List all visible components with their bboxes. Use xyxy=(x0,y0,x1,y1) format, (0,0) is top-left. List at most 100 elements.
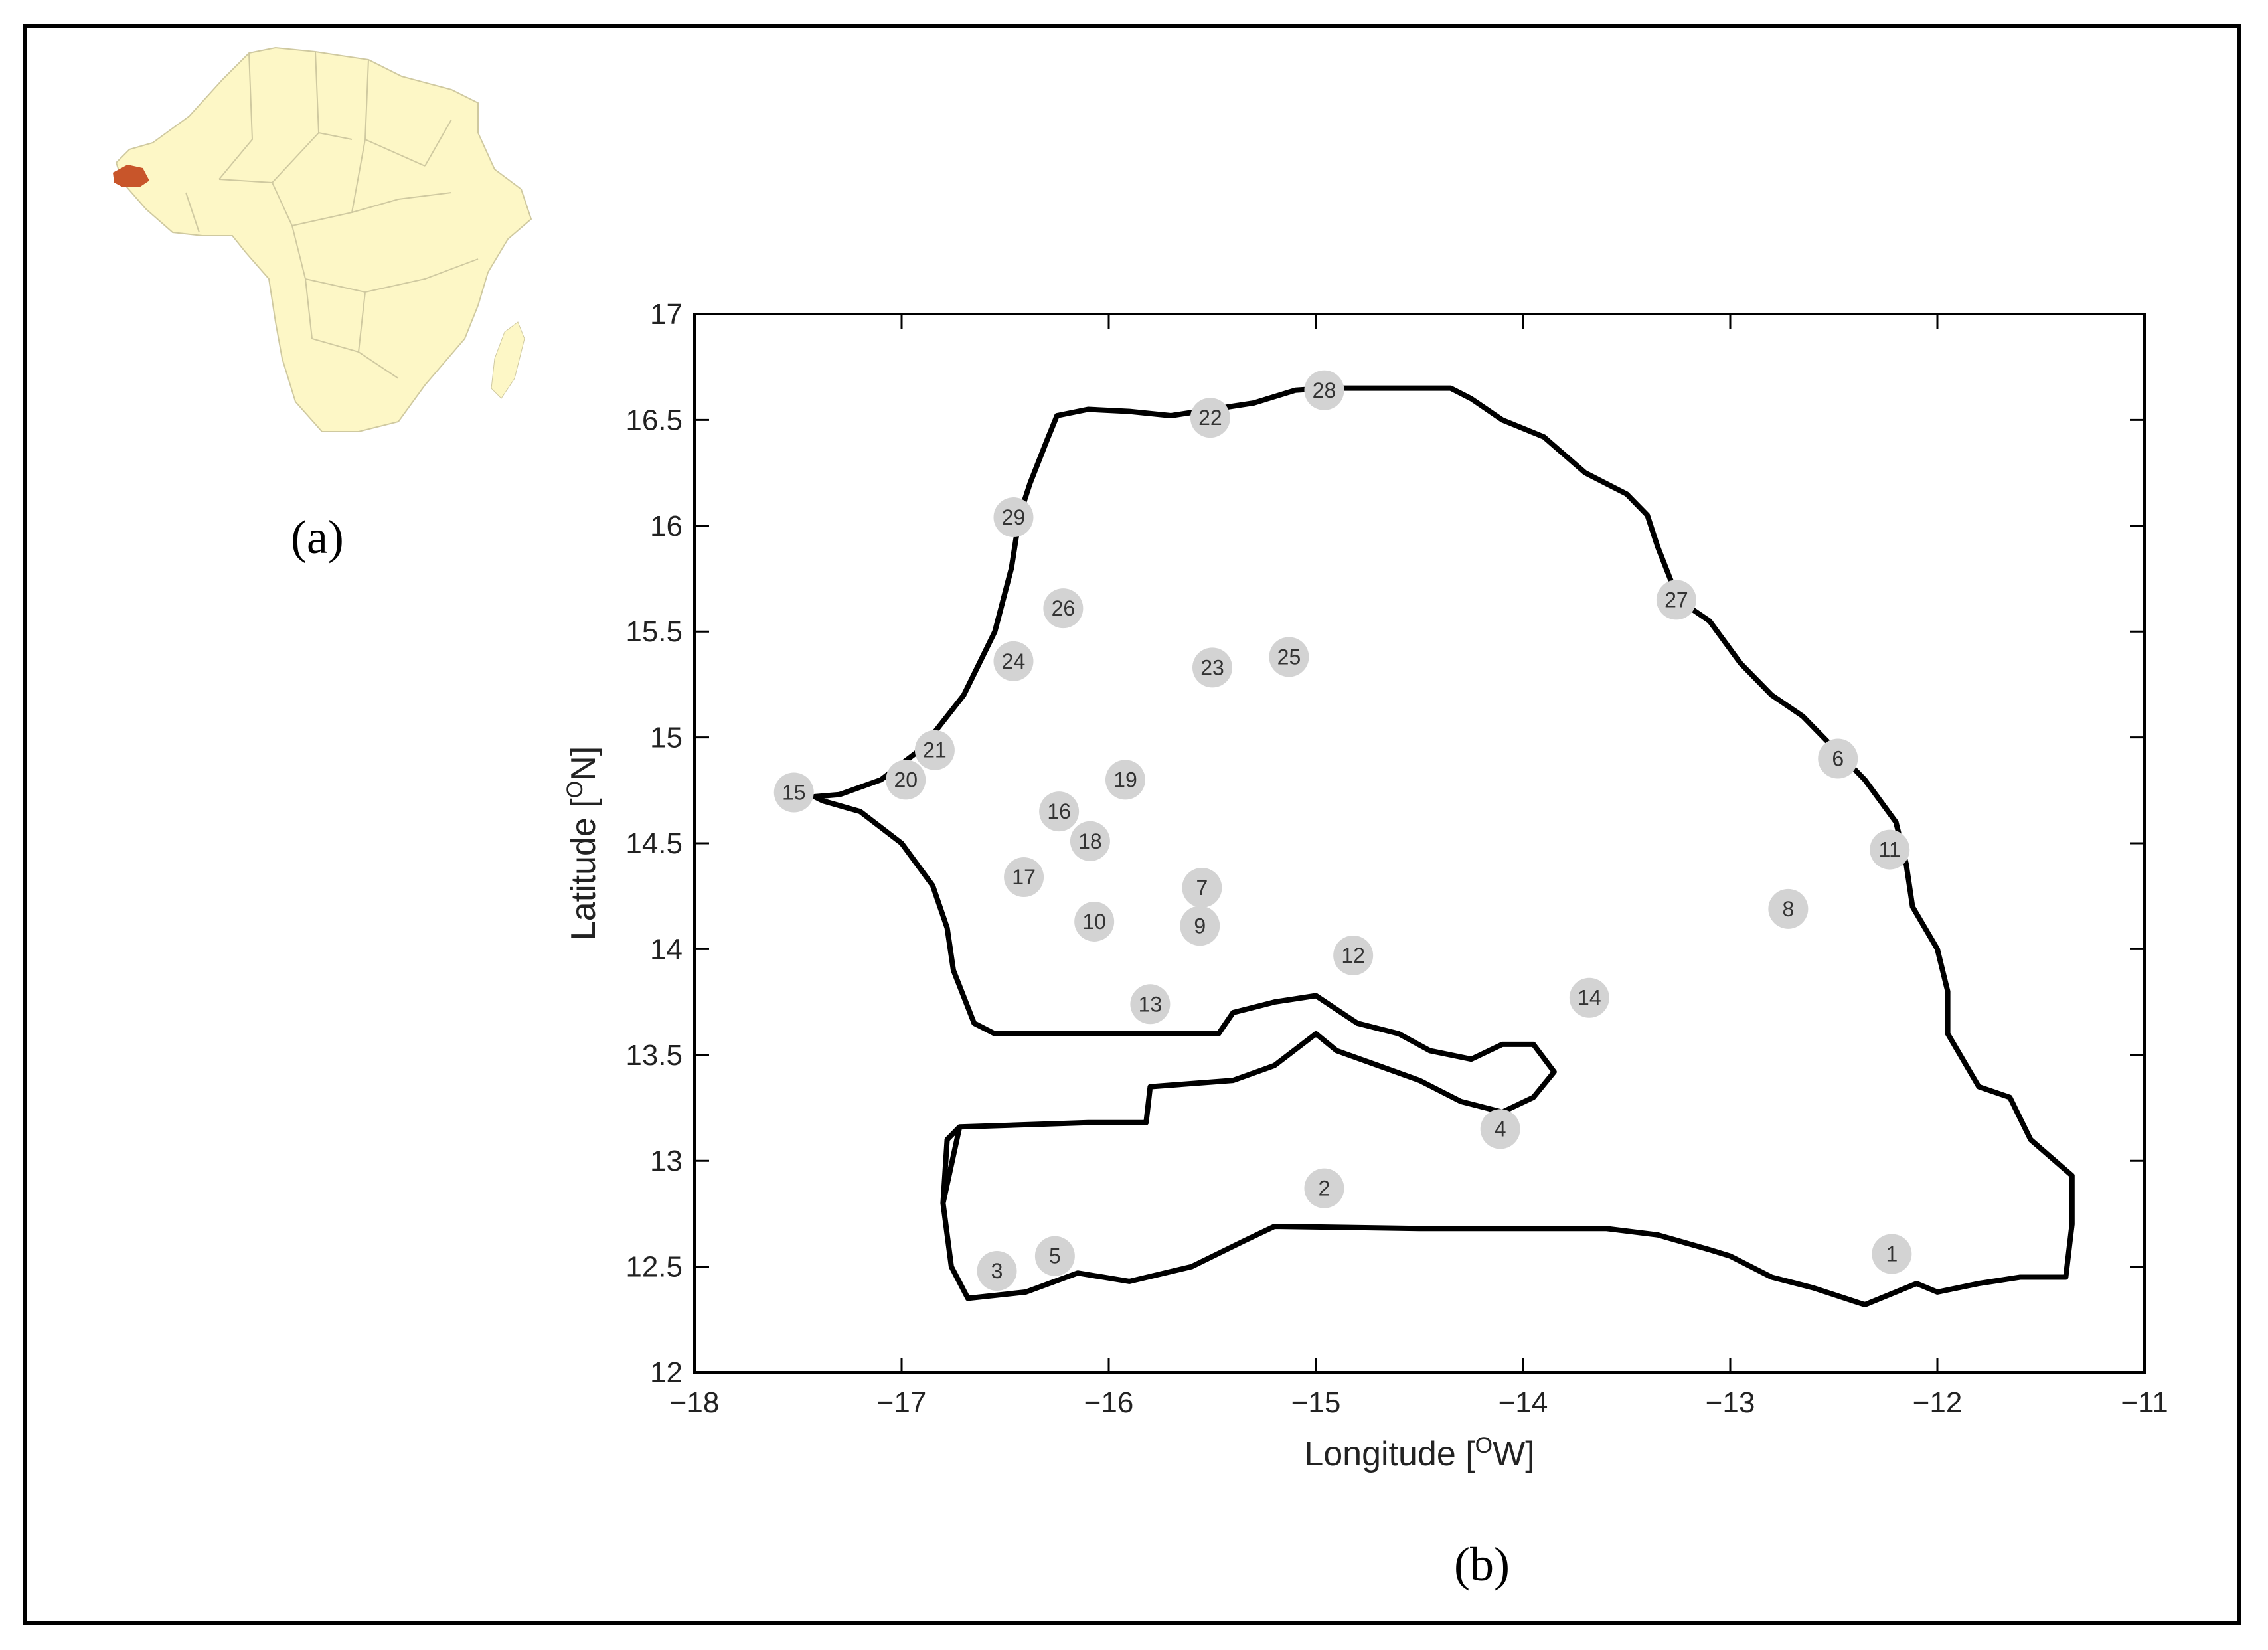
x-tick-label: −12 xyxy=(1913,1386,1963,1419)
station-marker-27: 27 xyxy=(1656,580,1696,620)
africa-landmass xyxy=(115,46,532,432)
station-label: 8 xyxy=(1782,897,1794,921)
x-axis-title: Longitude [OW] xyxy=(1304,1433,1534,1473)
y-tick-label: 12 xyxy=(650,1357,683,1389)
station-label: 2 xyxy=(1319,1177,1331,1200)
station-marker-20: 20 xyxy=(886,760,926,800)
y-axis-title: Latitude [ON] xyxy=(562,746,603,940)
station-label: 14 xyxy=(1578,986,1601,1010)
station-marker-7: 7 xyxy=(1182,867,1222,908)
station-label: 13 xyxy=(1139,992,1163,1016)
station-label: 18 xyxy=(1078,829,1102,853)
x-tick-label: −16 xyxy=(1084,1386,1134,1419)
y-tick-label: 15 xyxy=(650,722,683,754)
station-marker-23: 23 xyxy=(1192,647,1232,688)
station-dot xyxy=(1105,760,1145,800)
station-dot xyxy=(993,497,1034,538)
y-tick-label: 16.5 xyxy=(625,404,683,436)
station-marker-9: 9 xyxy=(1180,906,1220,946)
station-dot xyxy=(1333,935,1374,975)
station-dot xyxy=(1074,901,1115,942)
y-tick-label: 15.5 xyxy=(625,616,683,648)
station-label: 23 xyxy=(1200,655,1224,679)
station-label: 1 xyxy=(1886,1242,1898,1266)
station-dot xyxy=(1304,1168,1344,1208)
station-dot xyxy=(1872,1234,1912,1274)
station-dot xyxy=(1130,984,1171,1025)
x-axis-ticks: −18 −17 −16 −15 −14 −13 −12 −11 xyxy=(670,314,2168,1419)
station-dot xyxy=(1269,637,1309,677)
y-tick-label: 14.5 xyxy=(625,827,683,860)
station-dot xyxy=(1870,829,1910,870)
station-marker-29: 29 xyxy=(993,497,1034,538)
station-dot xyxy=(1190,398,1230,438)
station-marker-25: 25 xyxy=(1269,637,1309,677)
y-tick-label: 12.5 xyxy=(625,1251,683,1283)
station-marker-4: 4 xyxy=(1480,1109,1520,1149)
plot-area: −18 −17 −16 −15 −14 −13 −12 −11 1212.51313.5141… xyxy=(625,298,2168,1419)
station-label: 28 xyxy=(1313,378,1336,402)
station-marker-17: 17 xyxy=(1004,857,1044,898)
station-label: 25 xyxy=(1277,645,1301,669)
station-marker-18: 18 xyxy=(1070,821,1110,861)
station-marker-16: 16 xyxy=(1039,791,1080,832)
senegal-highlight xyxy=(113,165,149,187)
station-dot xyxy=(977,1250,1017,1291)
figure-frame xyxy=(23,24,2241,1625)
station-label: 20 xyxy=(894,768,918,791)
station-dot xyxy=(1656,580,1696,620)
station-dot xyxy=(993,641,1034,681)
madagascar-island xyxy=(491,321,525,399)
station-marker-5: 5 xyxy=(1034,1236,1075,1276)
station-label: 21 xyxy=(923,738,947,762)
station-marker-2: 2 xyxy=(1304,1168,1344,1208)
x-tick-label: −13 xyxy=(1706,1386,1755,1419)
station-dot xyxy=(1569,977,1609,1018)
station-marker-21: 21 xyxy=(914,730,955,770)
station-label: 9 xyxy=(1194,914,1206,938)
station-label: 24 xyxy=(1002,649,1026,673)
station-label: 22 xyxy=(1198,406,1222,430)
station-dot xyxy=(886,760,926,800)
station-marker-12: 12 xyxy=(1333,935,1374,975)
y-tick-label: 13 xyxy=(650,1145,683,1177)
station-label: 3 xyxy=(991,1259,1003,1283)
station-marker-6: 6 xyxy=(1818,738,1858,779)
panel-b-label: (b) xyxy=(1454,1538,1510,1591)
station-dot xyxy=(1070,821,1110,861)
country-borders xyxy=(185,51,479,379)
station-dot xyxy=(1004,857,1044,898)
station-label: 27 xyxy=(1664,588,1688,612)
station-label: 6 xyxy=(1832,746,1844,770)
plot-frame xyxy=(693,313,2146,1374)
station-label: 29 xyxy=(1002,505,1026,529)
station-marker-26: 26 xyxy=(1043,588,1084,629)
station-label: 16 xyxy=(1047,799,1071,823)
station-dot xyxy=(1192,647,1232,688)
station-marker-15: 15 xyxy=(773,772,814,813)
x-tick-label: −15 xyxy=(1291,1386,1341,1419)
y-tick-label: 14 xyxy=(650,933,683,965)
station-label: 4 xyxy=(1495,1117,1506,1141)
station-dot xyxy=(1039,791,1080,832)
station-dot xyxy=(1480,1109,1520,1149)
station-label: 7 xyxy=(1196,876,1208,900)
station-dot xyxy=(1768,888,1809,929)
station-dot xyxy=(773,772,814,813)
station-marker-19: 19 xyxy=(1105,760,1145,800)
station-dot xyxy=(914,730,955,770)
x-tick-label: −18 xyxy=(670,1386,720,1419)
station-marker-8: 8 xyxy=(1768,888,1809,929)
station-marker-24: 24 xyxy=(993,641,1034,681)
station-marker-22: 22 xyxy=(1190,398,1230,438)
station-label: 19 xyxy=(1113,768,1137,791)
africa-inset-map xyxy=(113,46,532,432)
station-label: 26 xyxy=(1052,596,1076,620)
station-dot xyxy=(1182,867,1222,908)
station-label: 17 xyxy=(1012,865,1036,889)
station-dot xyxy=(1304,370,1344,410)
station-marker-14: 14 xyxy=(1569,977,1609,1018)
